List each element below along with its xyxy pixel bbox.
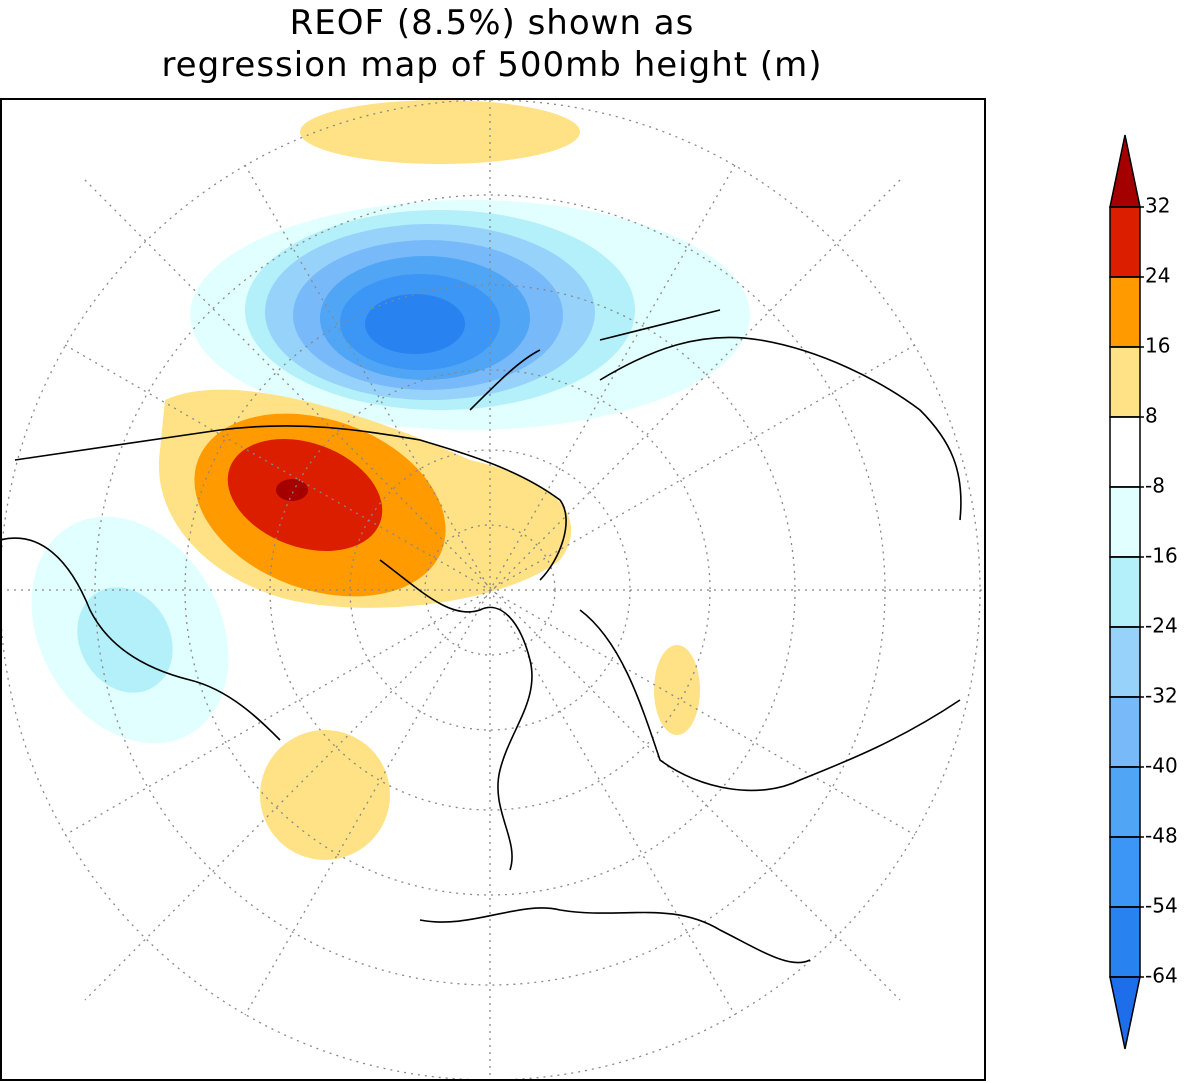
colorbar-label: 8 — [1145, 404, 1158, 428]
map-frame — [0, 98, 986, 1081]
negative-anomaly — [190, 200, 750, 430]
positive-anomaly — [654, 645, 700, 735]
graticule — [1, 99, 985, 1080]
colorbar-label: -16 — [1145, 544, 1178, 568]
colorbar-segment — [1109, 906, 1141, 978]
colorbar-segment — [1109, 346, 1141, 418]
colorbar-extend — [1109, 976, 1141, 1050]
colorbar-label: 32 — [1145, 194, 1170, 218]
colorbar-extend — [1109, 134, 1141, 208]
colorbar-segment — [1109, 766, 1141, 838]
positive-anomaly — [158, 389, 572, 608]
colorbar-label: -32 — [1145, 684, 1178, 708]
colorbar-label: 24 — [1145, 264, 1170, 288]
colorbar-segment — [1109, 276, 1141, 348]
positive-anomaly — [300, 100, 580, 164]
colorbar-label: -48 — [1145, 824, 1178, 848]
colorbar-segment — [1109, 416, 1141, 488]
colorbar-segment — [1109, 206, 1141, 278]
colorbar-segment — [1109, 556, 1141, 628]
map — [1, 99, 985, 1080]
negative-anomaly — [31, 516, 229, 744]
colorbar-label: -54 — [1145, 894, 1178, 918]
colorbar-label: -40 — [1145, 754, 1178, 778]
colorbar-segment — [1109, 696, 1141, 768]
colorbar: 32 24 16 8 -8 -16 -24 -32 -40 -48 -54 -64 — [1109, 134, 1178, 1050]
colorbar-label: -8 — [1145, 474, 1165, 498]
positive-anomaly — [260, 730, 390, 860]
colorbar-segment — [1109, 836, 1141, 908]
colorbar-segment — [1109, 486, 1141, 558]
colorbar-label: 16 — [1145, 334, 1170, 358]
title-line: regression map of 500mb height (m) — [161, 45, 822, 85]
title-line: REOF (8.5%) shown as — [290, 3, 695, 43]
colorbar-segment — [1109, 626, 1141, 698]
coastline — [1, 309, 962, 964]
colorbar-label: -64 — [1145, 964, 1178, 988]
colorbar-label: -24 — [1145, 614, 1178, 638]
